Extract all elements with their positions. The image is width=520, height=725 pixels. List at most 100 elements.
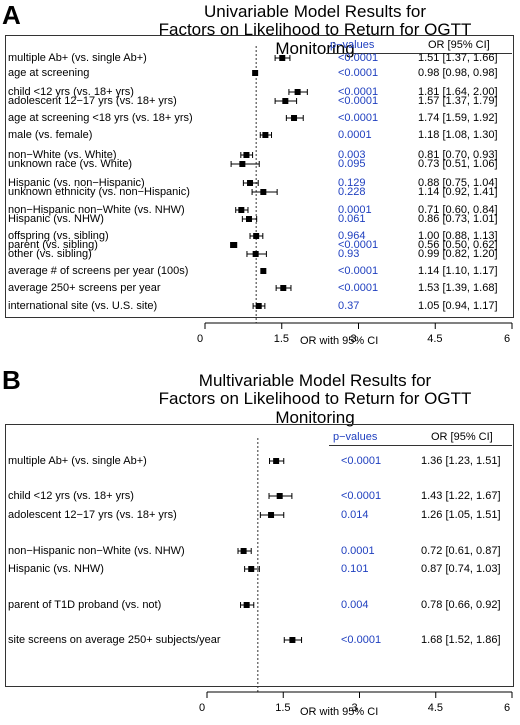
p-value: 0.014 (341, 509, 369, 521)
or-point (255, 303, 262, 309)
p-value: <0.0001 (338, 282, 379, 294)
p-value: 0.964 (338, 230, 366, 242)
header-rule (326, 53, 512, 54)
x-axis-label: OR with 95% CI (300, 335, 379, 347)
or-point (252, 70, 259, 76)
or-value: 0.72 [0.61, 0.87] (421, 545, 501, 557)
row-label: adolescent 12−17 yrs (vs. 18+ yrs) (8, 95, 177, 107)
or-point (260, 268, 267, 274)
p-value: <0.0001 (338, 239, 379, 251)
row-label: multiple Ab+ (vs. single Ab+) (8, 52, 147, 64)
p-value: 0.129 (338, 177, 366, 189)
x-tick-label: 0 (199, 702, 206, 714)
or-value: 1.05 [0.94, 1.17] (418, 300, 498, 312)
row-label: other (vs. sibling) (8, 248, 92, 260)
or-value: 1.57 [1.37, 1.79] (418, 95, 498, 107)
or-value: 1.36 [1.23, 1.51] (421, 455, 501, 467)
or-point (262, 132, 269, 138)
forest-plot (204, 46, 513, 329)
x-tick-label: 1.5 (273, 333, 290, 345)
or-point (279, 55, 286, 61)
row-label: average 250+ screens per year (8, 282, 161, 294)
or-header: OR [95% CI] (428, 39, 490, 51)
pvalue-header: p−values (333, 431, 378, 443)
panel-letter: A (2, 0, 21, 30)
or-value: 0.88 [0.75, 1.04] (418, 177, 498, 189)
or-value: 0.98 [0.98, 0.98] (418, 67, 498, 79)
row-label: child <12 yrs (vs. 18+ yrs) (8, 490, 134, 502)
or-value: 1.43 [1.22, 1.67] (421, 490, 501, 502)
or-point (291, 115, 298, 121)
panel-b: B Multivariable Model Results for Factors … (0, 365, 520, 725)
row-label: Hispanic (vs. NHW) (8, 563, 104, 575)
row-label: Hispanic (vs. non−Hispanic) (8, 177, 145, 189)
x-axis-label: OR with 95% CI (300, 706, 379, 718)
row-label: average # of screens per year (100s) (8, 265, 189, 277)
header-rule (329, 445, 512, 446)
p-value: 0.061 (338, 213, 366, 225)
row-label: international site (vs. U.S. site) (8, 300, 158, 312)
or-value: 1.81 [1.64, 2.00] (418, 86, 498, 98)
or-point (294, 89, 301, 95)
chart-title-line1: Univariable Model Results for (203, 2, 427, 21)
or-value: 0.87 [0.74, 1.03] (421, 563, 501, 575)
row-label: age at screening (8, 67, 90, 79)
p-value: <0.0001 (338, 52, 379, 64)
row-label: site screens on average 250+ subjects/ye… (8, 634, 221, 646)
row-label: age at screening <18 yrs (vs. 18+ yrs) (8, 112, 193, 124)
or-value: 0.99 [0.82, 1.20] (418, 248, 498, 260)
p-value: 0.0001 (338, 129, 372, 141)
pvalue-header: p−values (330, 39, 375, 51)
or-header: OR [95% CI] (431, 431, 493, 443)
or-value: 1.26 [1.05, 1.51] (421, 509, 501, 521)
or-point (273, 458, 280, 464)
or-value: 1.74 [1.59, 1.92] (418, 112, 498, 124)
p-value: <0.0001 (338, 67, 379, 79)
or-point (253, 233, 260, 239)
row-label: non−White (vs. White) (8, 149, 117, 161)
row-label: Hispanic (vs. NHW) (8, 213, 104, 225)
row-label: parent of T1D proband (vs. not) (8, 599, 162, 611)
p-value: 0.37 (338, 300, 360, 312)
p-value: <0.0001 (341, 634, 382, 646)
or-point (252, 251, 259, 257)
row-label: non−Hispanic non−White (vs. NHW) (8, 204, 185, 216)
or-value: 1.18 [1.08, 1.30] (418, 129, 498, 141)
row-label: unknown race (vs. White) (8, 158, 133, 170)
p-value: 0.0001 (338, 204, 372, 216)
p-value: 0.095 (338, 158, 366, 170)
or-value: 0.86 [0.73, 1.01] (418, 213, 498, 225)
or-point (280, 285, 287, 291)
x-tick-label: 6 (504, 333, 511, 345)
p-value: <0.0001 (338, 86, 379, 98)
row-label: male (vs. female) (8, 129, 93, 141)
row-label: offspring (vs. sibling) (8, 230, 109, 242)
or-value: 0.71 [0.60, 0.84] (418, 204, 498, 216)
or-point (276, 493, 283, 499)
x-tick-label: 3 (351, 702, 358, 714)
or-value: 0.56 [0.50, 0.62] (418, 239, 498, 251)
or-value: 1.51 [1.37, 1.66] (418, 52, 498, 64)
forest-plot (206, 438, 513, 698)
p-value: 0.004 (341, 599, 369, 611)
p-value: <0.0001 (338, 112, 379, 124)
p-value: 0.93 (338, 248, 360, 260)
p-value: <0.0001 (341, 490, 382, 502)
or-point (282, 98, 289, 104)
row-label: non−Hispanic non−White (vs. NHW) (8, 545, 185, 557)
or-point (238, 207, 245, 213)
or-value: 1.00 [0.88, 1.13] (418, 230, 498, 242)
p-value: 0.228 (338, 186, 366, 198)
or-point (246, 216, 253, 222)
p-value: <0.0001 (338, 95, 379, 107)
p-value: 0.101 (341, 563, 369, 575)
x-tick-label: 4.5 (427, 333, 443, 345)
chart-frame (5, 35, 514, 318)
or-value: 0.78 [0.66, 0.92] (421, 599, 501, 611)
row-label: unknown ethnicity (vs. non−Hispanic) (8, 186, 190, 198)
x-tick-label: 4.5 (427, 702, 444, 714)
panel-a: A Univariable Model Results for Factors on… (0, 0, 520, 347)
or-value: 1.68 [1.52, 1.86] (421, 634, 501, 646)
chart-title-line1: Multivariable Model Results for (198, 371, 432, 390)
x-tick-label: 1.5 (275, 702, 291, 714)
